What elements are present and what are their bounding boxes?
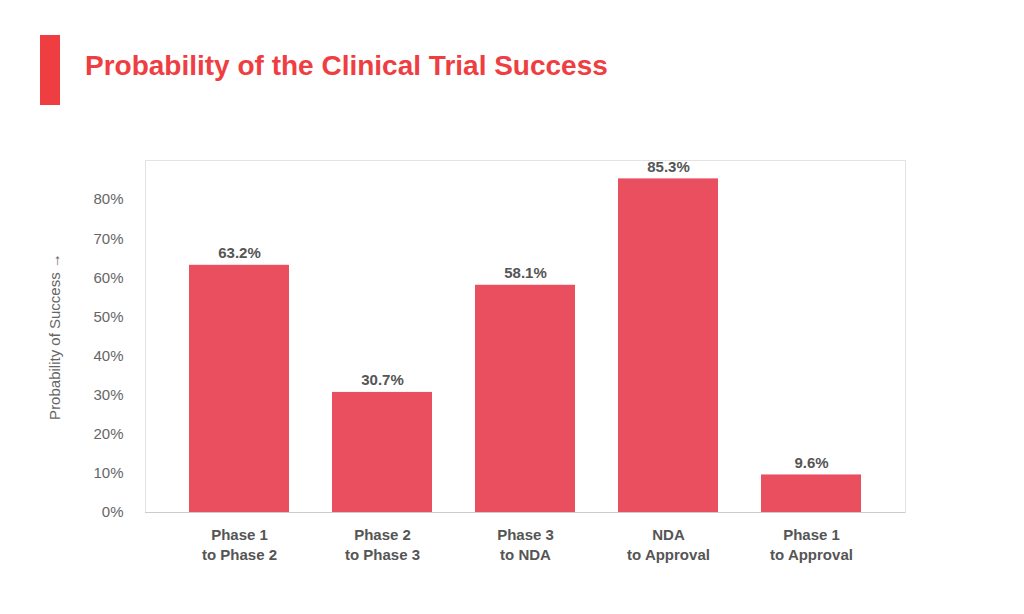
html-text:Probability of the Clinical Tr: Probability of the Clinical Trial Succes…: [85, 50, 608, 81]
svg-text:Phase 3to NDA: Phase 3to NDA: [497, 526, 554, 563]
svg-text:Phase 1to Approval: Phase 1to Approval: [770, 526, 853, 563]
svg-text:70%: 70%: [93, 230, 123, 247]
svg-text:63.2%: 63.2%: [218, 244, 261, 261]
svg-text:10%: 10%: [93, 464, 123, 481]
svg-text:NDAto Approval: NDAto Approval: [627, 526, 710, 563]
svg-text:50%: 50%: [93, 308, 123, 325]
svg-text:80%: 80%: [93, 190, 123, 207]
svg-text:30%: 30%: [93, 386, 123, 403]
svg-text:20%: 20%: [93, 425, 123, 442]
svg-text:85.3%: 85.3%: [647, 158, 690, 175]
svg-text:9.6%: 9.6%: [794, 454, 828, 471]
svg-text:40%: 40%: [93, 347, 123, 364]
svg-text:Phase 2to Phase 3: Phase 2to Phase 3: [345, 526, 420, 563]
svg-text:60%: 60%: [93, 269, 123, 286]
svg-text:58.1%: 58.1%: [504, 264, 547, 281]
svg-text:Probability of Success →: Probability of Success →: [46, 253, 63, 420]
svg-text:0%: 0%: [102, 503, 124, 520]
svg-text:30.7%: 30.7%: [361, 371, 404, 388]
svg-text:Phase 1to Phase 2: Phase 1to Phase 2: [202, 526, 277, 563]
